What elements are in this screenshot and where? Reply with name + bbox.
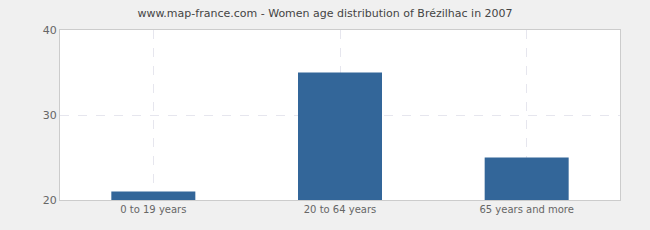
- svg-text:30: 30: [43, 109, 57, 122]
- svg-text:www.map-france.com - Women age: www.map-france.com - Women age distribut…: [137, 7, 512, 20]
- svg-text:65 years and more: 65 years and more: [479, 204, 574, 215]
- svg-text:20 to 64 years: 20 to 64 years: [304, 204, 377, 215]
- svg-text:20: 20: [43, 194, 57, 207]
- svg-text:40: 40: [43, 24, 57, 37]
- svg-text:0 to 19 years: 0 to 19 years: [120, 204, 186, 215]
